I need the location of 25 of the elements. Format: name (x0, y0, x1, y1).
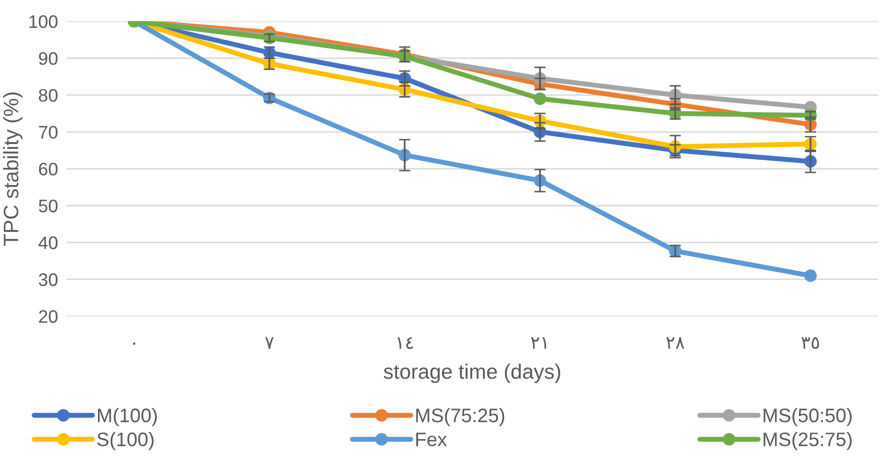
y-tick-label: 100 (29, 15, 58, 28)
legend-label: MS(50:50) (764, 408, 852, 426)
y-tick-label: 60 (39, 162, 58, 176)
x-tick-label: ٧ (265, 337, 274, 349)
y-tick-label: 80 (38, 88, 58, 102)
x-tick-label: ١٤ (397, 337, 413, 349)
x-axis-title: storage time (days) (384, 364, 560, 384)
y-tick-label: 70 (39, 126, 58, 139)
point (804, 269, 817, 282)
y-tick-label: 90 (38, 52, 58, 65)
legend-label: S(100) (97, 432, 154, 450)
x-tick-label: ٢١ (530, 337, 546, 349)
x-tick-label: ٣٥ (801, 337, 820, 349)
point (534, 92, 546, 105)
x-tick-label: ٢٨ (666, 337, 684, 349)
legend-label: M(100) (98, 408, 157, 426)
legend-label: Fex (416, 432, 447, 446)
legend-label: MS(75:25) (416, 408, 504, 426)
y-axis-title: TPC stability (%) (3, 92, 23, 246)
y-tick-label: 30 (38, 273, 58, 286)
x-tick-label: ٠ (133, 342, 136, 345)
legend-label: MS(25:75) (764, 432, 852, 450)
y-tick-label: 50 (38, 200, 58, 212)
y-tick-label: 20 (39, 310, 58, 323)
y-tick-label: 40 (38, 236, 58, 250)
